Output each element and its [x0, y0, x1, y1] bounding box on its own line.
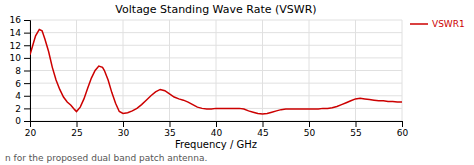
- legend-label: VSWR1: [432, 19, 465, 29]
- tick: 25: [71, 121, 82, 138]
- series-line: [30, 29, 402, 114]
- grid: [30, 20, 402, 121]
- tick: 8: [15, 66, 30, 76]
- tick-label: 55: [350, 128, 361, 138]
- tick: 6: [15, 79, 30, 89]
- tick-label: 0: [15, 116, 21, 126]
- tick-label: 4: [15, 91, 21, 101]
- tick-mark: [24, 71, 30, 72]
- tick-mark: [77, 121, 78, 127]
- tick-mark: [216, 121, 217, 127]
- plot: 20 25 30 35 40 45 50 55 60 0 2 4 6 8 10 12 14 16: [10, 15, 409, 138]
- chart: 20 25 30 35 40 45 50 55 60 0 2 4 6 8 10 12 14 16 Voltage S…: [0, 0, 474, 165]
- tick: 35: [164, 121, 175, 138]
- tick-label: 8: [15, 66, 21, 76]
- caption: n for the proposed dual band patch anten…: [5, 153, 207, 163]
- tick: 12: [10, 41, 30, 51]
- tick-label: 12: [10, 41, 21, 51]
- tick-mark: [24, 45, 30, 46]
- tick: 10: [10, 53, 30, 63]
- tick-mark: [123, 121, 124, 127]
- tick-label: 6: [15, 79, 21, 89]
- legend-swatch: [410, 23, 428, 25]
- tick-mark: [356, 121, 357, 127]
- tick-label: 2: [15, 104, 21, 114]
- tick: 45: [257, 121, 268, 138]
- tick: 55: [350, 121, 361, 138]
- tick: 50: [304, 121, 316, 138]
- tick-mark: [24, 96, 30, 97]
- legend: VSWR1: [410, 19, 465, 29]
- tick: 14: [10, 28, 30, 38]
- tick-label: 30: [118, 128, 130, 138]
- tick-label: 45: [257, 128, 268, 138]
- x-axis: 20 25 30 35 40 45 50 55 60: [25, 121, 409, 138]
- tick-label: 35: [164, 128, 175, 138]
- axis-line: [24, 21, 31, 122]
- title: Voltage Standing Wave Rate (VSWR): [115, 3, 316, 16]
- tick-label: 10: [10, 53, 22, 63]
- tick-label: 50: [304, 128, 316, 138]
- tick-mark: [24, 83, 30, 84]
- x-axis-title: Frequency / GHz: [175, 139, 257, 150]
- tick: 0: [15, 116, 30, 126]
- tick: 16: [10, 15, 30, 25]
- grid-line: [30, 70, 402, 71]
- tick-label: 40: [211, 128, 223, 138]
- grid-line: [30, 83, 402, 84]
- tick: 40: [211, 121, 223, 138]
- tick: 30: [118, 121, 130, 138]
- y-axis: 0 2 4 6 8 10 12 14 16: [10, 15, 31, 126]
- tick-mark: [24, 58, 30, 59]
- tick: 2: [15, 104, 30, 114]
- grid-line: [30, 20, 402, 21]
- tick-mark: [170, 121, 171, 127]
- tick-mark: [309, 121, 310, 127]
- tick: 60: [397, 121, 409, 138]
- tick-label: 60: [397, 128, 409, 138]
- tick-mark: [24, 33, 30, 34]
- tick-label: 16: [10, 15, 22, 25]
- tick-mark: [24, 108, 30, 109]
- axis-line: [31, 122, 403, 128]
- tick: 4: [15, 91, 30, 101]
- tick-mark: [402, 121, 403, 127]
- tick-mark: [263, 121, 264, 127]
- tick-mark: [24, 20, 30, 21]
- grid-line: [30, 32, 402, 33]
- marks: [30, 29, 402, 114]
- tick-label: 25: [71, 128, 82, 138]
- grid-line: [30, 57, 402, 58]
- grid-line: [30, 45, 402, 46]
- tick: 20: [25, 121, 37, 138]
- legend-item: VSWR1: [410, 19, 465, 29]
- tick-mark: [24, 121, 30, 122]
- tick-label: 14: [10, 28, 22, 38]
- tick-label: 20: [25, 128, 37, 138]
